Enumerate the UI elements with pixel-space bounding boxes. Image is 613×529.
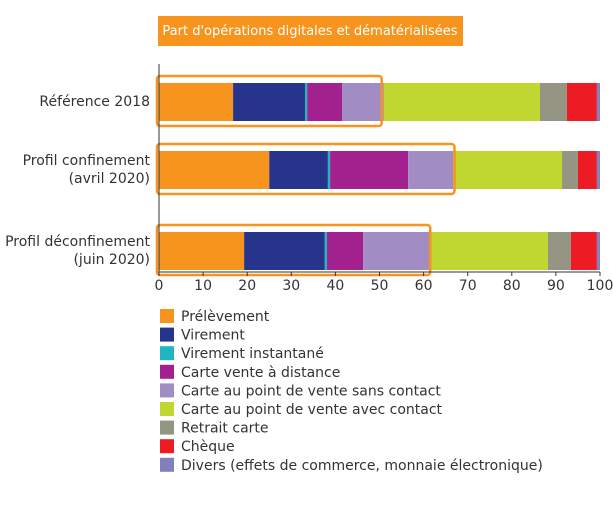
bar-segment [596,83,600,121]
bar-segment [324,232,328,270]
x-tick-label: 30 [282,278,300,294]
bar-segment [327,232,364,270]
bar-segment [244,232,325,270]
bar-segment [547,232,571,270]
x-tick-label: 100 [587,278,613,294]
bar-segment [596,232,600,270]
bar-segment [540,83,567,121]
legend-label: Virement [181,328,245,344]
legend-label: Virement instantané [181,346,324,362]
legend-label: Retrait carte [181,421,269,437]
bar-segment [159,151,270,189]
bar-segment [330,151,409,189]
bar-segment [453,151,563,189]
legend-label: Divers (effets de commerce, monnaie élec… [181,458,543,474]
x-tick-label: 10 [194,278,212,294]
legend-label: Chèque [181,439,235,455]
bar-segment [408,151,454,189]
highlight-box [155,74,383,128]
bar-segment [577,151,597,189]
legend-swatch [160,364,174,379]
legend-label: Prélèvement [181,309,270,325]
highlight-box [155,223,432,277]
legend-swatch [160,402,174,416]
legend-label: Carte au point de vente sans contact [181,383,441,399]
legend-swatch [160,439,174,454]
bar-segment [304,83,308,121]
legend-swatch [160,420,174,435]
bar-segment [233,83,305,121]
x-tick-label: 40 [326,278,344,294]
legend-swatch [160,327,174,342]
x-tick-label: 70 [459,278,477,294]
title-box [158,16,463,46]
chart-title: Part d'opérations digitales et dématéria… [162,24,457,39]
legend-swatch [160,309,174,323]
bar-segment [159,232,245,270]
x-tick-label: 60 [415,278,433,294]
x-tick-label: 90 [547,278,565,294]
bar-segment [327,151,331,189]
bar-segment [269,151,328,189]
category-label: Profil déconfinement [5,234,150,250]
bar-segment [342,83,384,121]
category-label: Profil confinement [23,153,151,169]
bar-segment [562,151,578,189]
category-label: (avril 2020) [69,171,150,187]
bar-segment [383,83,541,121]
bar-segment [363,232,431,270]
legend-swatch [160,346,174,361]
bar-segment [159,83,234,121]
x-tick-label: 50 [371,278,389,294]
bar-segment [430,232,548,270]
bar-segment [307,83,343,121]
highlight-box [155,142,456,196]
legend-swatch [160,383,174,398]
legend-swatch [160,457,174,472]
legend-label: Carte vente à distance [181,365,340,381]
bar-segment [566,83,597,121]
x-tick-label: 80 [503,278,521,294]
x-tick-label: 20 [238,278,256,294]
x-tick-label: 0 [155,278,164,294]
bar-segment [570,232,597,270]
category-label: (juin 2020) [73,252,150,268]
bar-segment [596,151,600,189]
category-label: Référence 2018 [39,94,150,110]
legend-label: Carte au point de vente avec contact [181,402,443,418]
